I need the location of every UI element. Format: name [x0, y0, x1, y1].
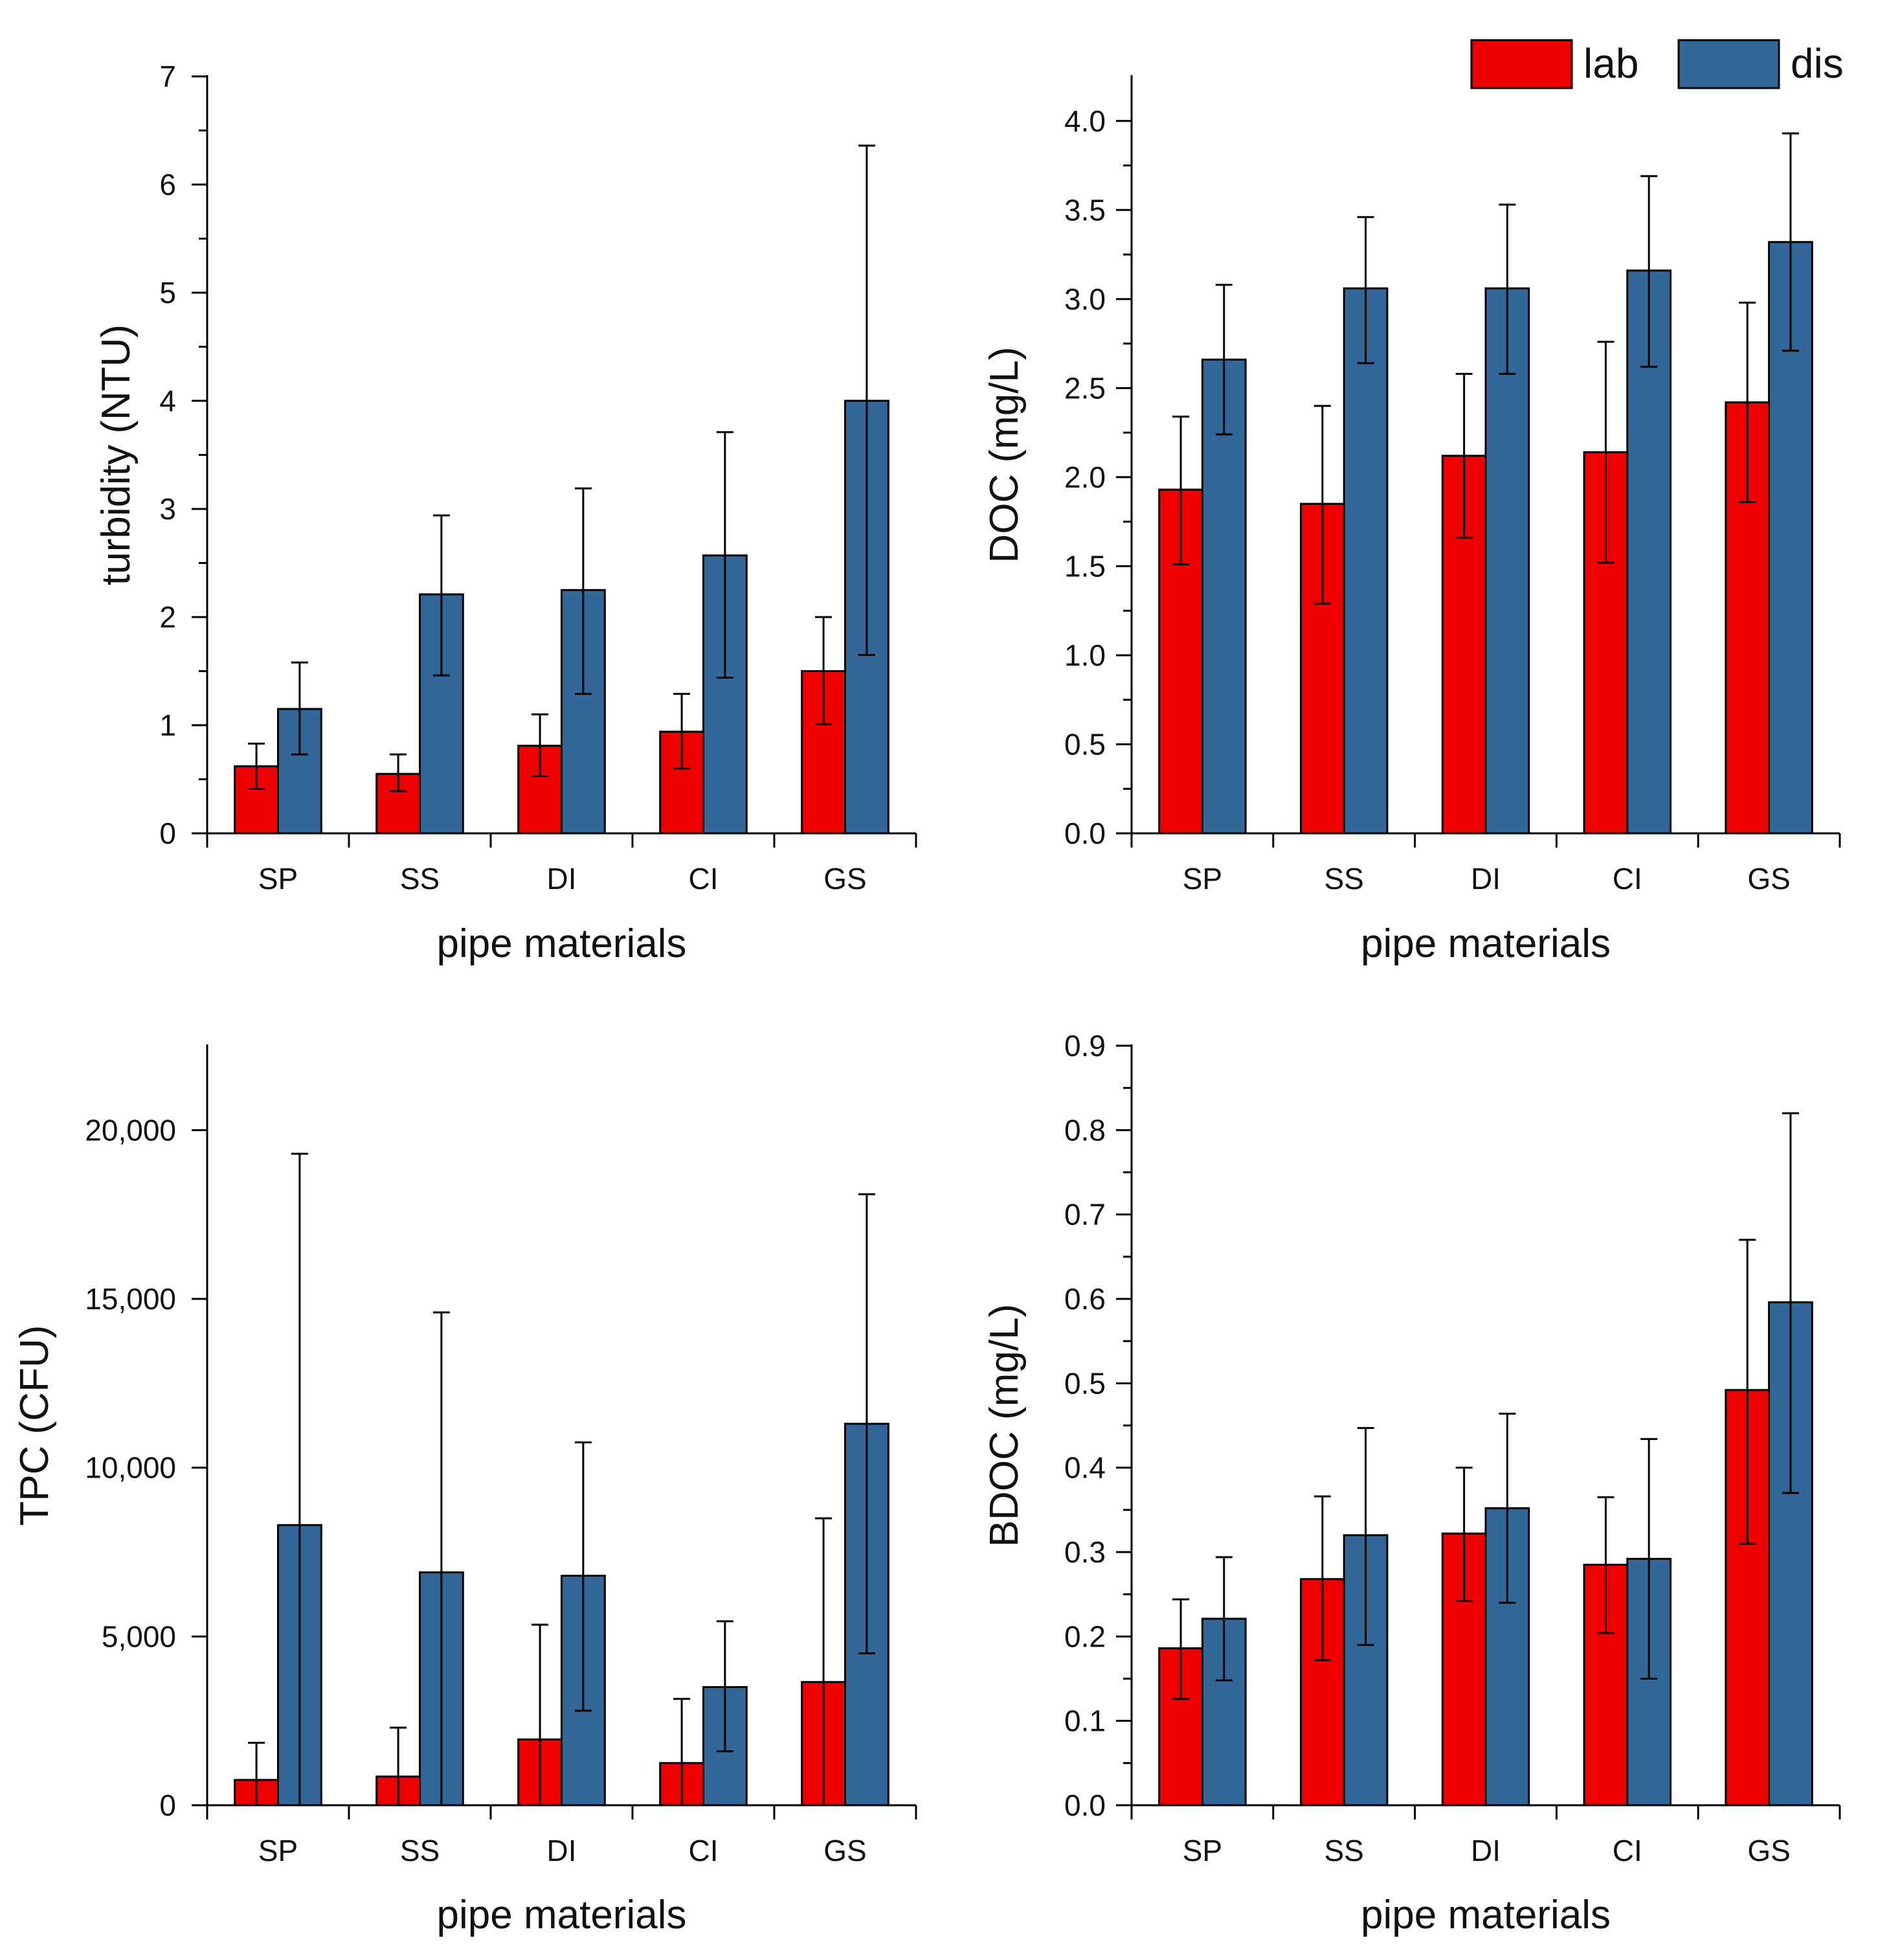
y-tick-label: 10,000 [85, 1451, 176, 1485]
x-tick-label: DI [1471, 862, 1501, 896]
y-axis-title: TPC (CFU) [12, 1325, 57, 1526]
y-tick-label: 1.5 [1064, 549, 1106, 583]
y-tick-label: 0.4 [1064, 1451, 1106, 1485]
chart-turbidity: 0 1 2 3 4 5 6 7 SP SS DI CI GS pipe materials turbidit… [94, 60, 917, 966]
legend-swatch-dis [1677, 39, 1780, 89]
y-tick-label: 0.0 [1064, 817, 1106, 850]
x-tick-label: GS [1747, 1834, 1790, 1867]
x-tick-label: SP [1183, 1834, 1222, 1867]
x-tick-label: SS [400, 862, 440, 896]
y-tick-label: 0.1 [1064, 1704, 1106, 1738]
y-tick-label: 2.5 [1064, 371, 1106, 405]
x-tick-label: SP [1183, 862, 1222, 896]
x-tick-label: DI [1471, 1834, 1501, 1867]
y-tick-label: 6 [159, 168, 176, 201]
x-axis-title: pipe materials [437, 1893, 687, 1937]
y-axis-title: DOC (mg/L) [982, 346, 1027, 563]
x-tick-label: GS [823, 1834, 866, 1867]
y-tick-label: 0.7 [1064, 1198, 1106, 1232]
y-tick-label: 0.9 [1064, 1029, 1106, 1063]
x-axis-title: pipe materials [437, 921, 687, 966]
y-tick-label: 3.5 [1064, 193, 1106, 227]
x-axis-title: pipe materials [1361, 1893, 1611, 1937]
legend: lab dis [1470, 39, 1844, 89]
chart-bdoc: 0.0 0.1 0.2 0.3 0.4 0.5 0.6 0.7 0.8 0.9 SP SS DI CI GS… [982, 1029, 1841, 1937]
y-tick-label: 0.3 [1064, 1535, 1106, 1569]
x-tick-label: CI [1613, 862, 1642, 896]
y-tick-label: 0.5 [1064, 1366, 1106, 1400]
x-tick-label: GS [1747, 862, 1790, 896]
legend-label-dis: dis [1791, 40, 1844, 87]
y-tick-label: 1 [159, 708, 176, 742]
y-tick-label: 20,000 [85, 1113, 176, 1147]
legend-label-lab: lab [1583, 40, 1638, 87]
y-tick-label: 5,000 [102, 1619, 176, 1653]
bar-dis-SS [1343, 287, 1389, 835]
legend-swatch-lab [1470, 39, 1573, 89]
x-tick-label: SP [258, 862, 298, 896]
bar-dis-SP [1201, 358, 1247, 835]
y-tick-label: 0.2 [1064, 1619, 1106, 1653]
y-tick-label: 3 [159, 492, 176, 526]
y-tick-label: 1.0 [1064, 638, 1106, 672]
x-tick-label: CI [1613, 1834, 1642, 1867]
x-tick-label: SS [1324, 862, 1364, 896]
x-tick-label: SS [400, 1834, 440, 1867]
x-tick-label: SS [1324, 1834, 1364, 1867]
bar-dis-DI [1484, 287, 1530, 835]
y-axis-title: BDOC (mg/L) [982, 1304, 1027, 1547]
x-tick-label: GS [823, 862, 866, 896]
chart-tpc: 0 5,000 10,000 15,000 20,000 SP SS DI CI GS pipe m… [12, 1044, 917, 1937]
y-tick-label: 7 [159, 60, 176, 93]
y-axis-title: turbidity (NTU) [94, 324, 139, 585]
x-axis-title: pipe materials [1361, 921, 1611, 966]
y-tick-label: 2 [159, 600, 176, 634]
y-tick-label: 0.0 [1064, 1788, 1106, 1822]
x-tick-label: SP [258, 1834, 298, 1867]
y-tick-label: 0 [159, 1788, 176, 1822]
y-tick-label: 0.6 [1064, 1282, 1106, 1316]
y-tick-label: 15,000 [85, 1282, 176, 1316]
y-tick-label: 2.0 [1064, 460, 1106, 494]
x-tick-label: DI [547, 862, 577, 896]
y-tick-label: 5 [159, 276, 176, 310]
y-tick-label: 0.8 [1064, 1113, 1106, 1147]
x-tick-label: DI [547, 1834, 577, 1867]
y-tick-label: 4 [159, 384, 176, 418]
y-tick-label: 4.0 [1064, 104, 1106, 138]
x-tick-label: CI [689, 1834, 719, 1867]
y-tick-label: 0.5 [1064, 727, 1106, 761]
y-tick-label: 0 [159, 817, 176, 850]
y-tick-label: 3.0 [1064, 282, 1106, 316]
x-tick-label: CI [689, 862, 719, 896]
chart-doc: 0.0 0.5 1.0 1.5 2.0 2.5 3.0 3.5 4.0 SP SS DI CI GS pip… [982, 75, 1841, 966]
